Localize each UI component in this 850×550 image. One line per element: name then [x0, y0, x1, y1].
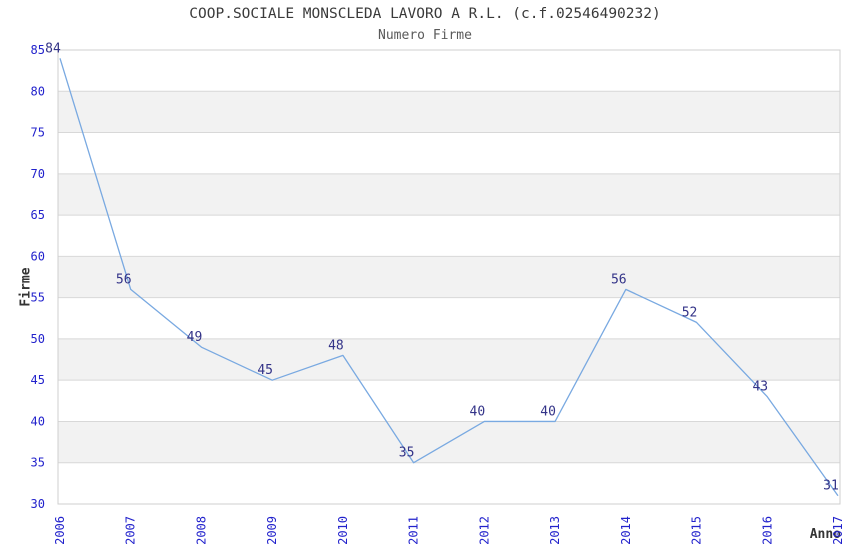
series-line	[59, 58, 839, 497]
data-point-label: 56	[116, 272, 132, 287]
x-tick-label: 2011	[407, 516, 421, 545]
x-tick-label: 2007	[124, 516, 138, 545]
y-tick-label: 85	[31, 43, 45, 57]
data-point-label: 43	[752, 380, 768, 395]
y-tick-label: 30	[31, 497, 45, 511]
x-tick-label: 2015	[690, 516, 704, 545]
x-tick-label: 2008	[194, 516, 208, 545]
y-tick-label: 80	[31, 84, 45, 98]
x-tick-label: 2009	[265, 516, 279, 545]
data-point-label: 48	[328, 338, 344, 353]
y-tick-label: 50	[31, 332, 45, 346]
y-tick-label: 35	[31, 456, 45, 470]
data-point-label: 52	[682, 305, 698, 320]
y-tick-label: 45	[31, 373, 45, 387]
plot-border	[57, 49, 841, 505]
data-point-label: 45	[257, 363, 273, 378]
data-point-label: 56	[611, 272, 627, 287]
y-tick-label: 70	[31, 167, 45, 181]
y-tick-label: 75	[31, 126, 45, 140]
y-tick-label: 55	[31, 291, 45, 305]
data-point-label: 49	[187, 330, 203, 345]
chart-subtitle: Numero Firme	[378, 28, 472, 43]
x-tick-label: 2006	[53, 516, 67, 545]
data-point-label: 40	[540, 404, 556, 419]
x-tick-label: 2013	[548, 516, 562, 545]
x-tick-label: 2017	[831, 516, 845, 545]
data-point-label: 31	[823, 479, 839, 494]
y-tick-label: 40	[31, 414, 45, 428]
plot-band	[58, 256, 840, 298]
plot-band	[58, 173, 840, 216]
data-point-label: 84	[45, 41, 61, 56]
y-tick-label: 60	[31, 249, 45, 263]
x-tick-label: 2016	[760, 516, 774, 545]
data-point-label: 35	[399, 446, 415, 461]
chart-title: COOP.SOCIALE MONSCLEDA LAVORO A R.L. (c.…	[189, 6, 661, 22]
x-tick-label: 2012	[477, 516, 491, 545]
plot-band	[58, 338, 840, 381]
x-tick-label: 2014	[619, 516, 633, 545]
y-tick-label: 65	[31, 208, 45, 222]
data-point-label: 40	[470, 404, 486, 419]
x-tick-label: 2010	[336, 516, 350, 545]
x-axis-title: Anno	[809, 527, 841, 542]
plot-band	[58, 91, 840, 133]
